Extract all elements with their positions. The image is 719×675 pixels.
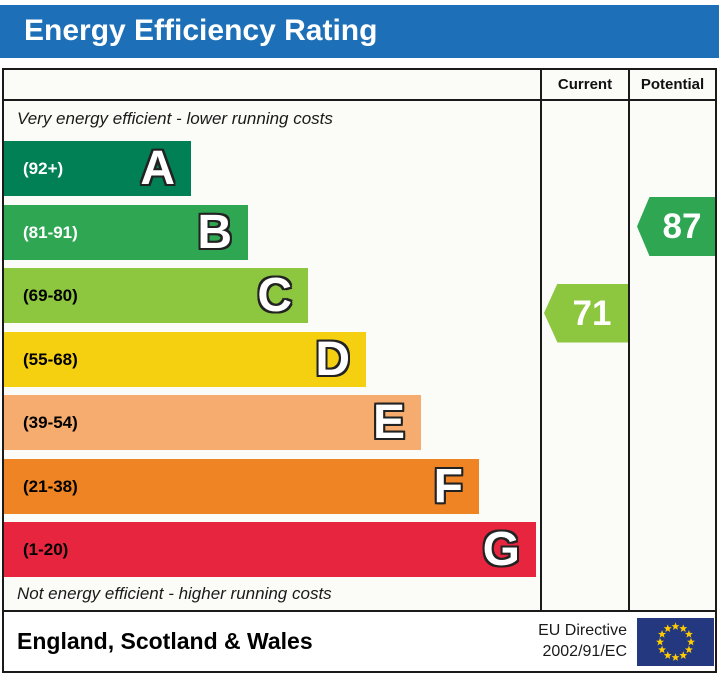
rating-band: (81-91) B	[4, 204, 248, 260]
header-divider	[4, 99, 715, 101]
band-range-label: (69-80)	[23, 286, 78, 305]
band-range-label: (81-91)	[23, 222, 78, 242]
band-letter: C	[257, 269, 292, 322]
band-range-label: (1-20)	[23, 540, 69, 559]
rating-band: (92+) A	[4, 141, 191, 196]
rating-band: (21-38) F	[4, 458, 479, 514]
page-title: Energy Efficiency Rating	[24, 14, 378, 47]
band-range-label: (21-38)	[23, 476, 78, 496]
column-header-current: Current	[557, 76, 613, 93]
note-not-efficient: Not energy efficient - higher running co…	[17, 584, 332, 603]
band-letter: F	[433, 459, 463, 513]
note-very-efficient: Very energy efficient - lower running co…	[17, 109, 333, 128]
rating-band: (55-68) D	[4, 331, 366, 387]
potential-rating-arrow: 87	[637, 197, 715, 256]
rating-band: (1-20) G	[4, 522, 536, 577]
eu-directive-line1: EU Directive	[538, 622, 627, 639]
eu-directive-label: EU Directive 2002/91/EC	[538, 620, 627, 662]
title-bar: Energy Efficiency Rating	[0, 5, 719, 58]
potential-rating-value: 87	[662, 207, 702, 246]
footer-bar: England, Scotland & Wales EU Directive 2…	[2, 610, 717, 673]
current-rating-value: 71	[572, 293, 612, 333]
band-letter: D	[315, 332, 350, 386]
region-label: England, Scotland & Wales	[17, 628, 313, 654]
band-letter: B	[197, 205, 232, 259]
potential-column-divider	[628, 70, 630, 610]
current-rating-arrow: 71	[544, 283, 628, 343]
band-range-label: (55-68)	[23, 349, 78, 369]
eu-directive-line2: 2002/91/EC	[542, 643, 627, 660]
rating-band: (69-80) C	[4, 268, 308, 323]
eu-flag-icon	[637, 618, 714, 666]
band-range-label: (92+)	[23, 159, 64, 178]
rating-band: (39-54) E	[4, 395, 421, 450]
column-header-potential: Potential	[640, 76, 705, 93]
band-letter: G	[482, 523, 520, 576]
band-range-label: (39-54)	[23, 413, 78, 432]
energy-rating-chart: Current Potential Very energy efficient …	[2, 68, 717, 612]
current-column-divider	[540, 70, 542, 610]
band-letter: A	[140, 142, 175, 195]
band-letter: E	[372, 396, 405, 449]
